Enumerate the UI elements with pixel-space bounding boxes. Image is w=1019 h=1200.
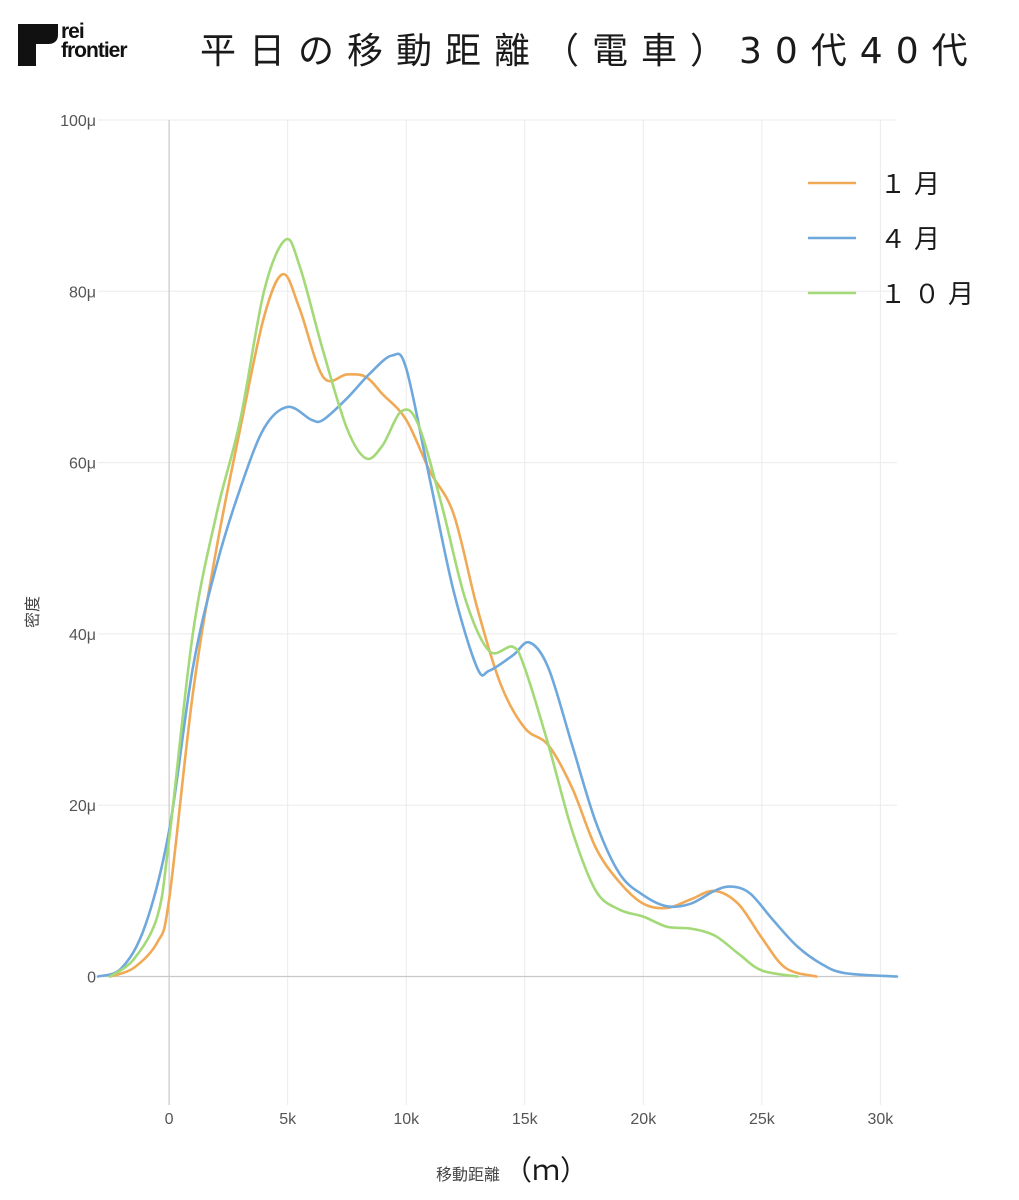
grid-lines (98, 119, 897, 1105)
logo-text: rei frontier (61, 20, 127, 62)
y-tick-label: 0 (87, 970, 96, 987)
x-axis-label: 移動距離 （ｍ） (436, 1154, 588, 1187)
legend-label: ４月 (880, 225, 948, 255)
logo-mark-icon (18, 24, 58, 66)
y-tick-label: 40μ (69, 627, 96, 644)
axes (98, 120, 897, 1105)
series-line-2 (108, 237, 799, 978)
x-tick-label: 20k (630, 1111, 657, 1128)
legend-item: １月 (808, 170, 948, 200)
series-line-1 (96, 352, 899, 978)
legend-item: １０月 (808, 280, 982, 310)
tick-labels: 0 5k 10k 15k 20k 25k 30k 0 20μ 40μ 60μ 80μ 100μ (60, 113, 894, 1128)
y-tick-label: 100μ (60, 113, 96, 130)
series-lines (96, 237, 899, 978)
legend-item: ４月 (808, 225, 948, 255)
logo-text-line2: frontier (61, 39, 127, 62)
y-tick-label: 60μ (69, 456, 96, 473)
legend-label: １０月 (880, 280, 982, 310)
x-tick-label: 30k (868, 1111, 895, 1128)
y-tick-label: 80μ (69, 284, 96, 301)
x-axis-label-text: 移動距離 (436, 1165, 500, 1184)
y-axis-label: 密度 (23, 596, 42, 628)
company-logo: rei frontier (18, 20, 148, 68)
y-tick-label: 20μ (69, 798, 96, 815)
legend-label: １月 (880, 170, 948, 200)
chart-title: 平日の移動距離（電車）30代40代 (200, 31, 981, 72)
logo-text-line1: rei (61, 20, 85, 43)
x-axis-label-unit: （ｍ） (504, 1154, 588, 1187)
x-tick-label: 0 (165, 1111, 174, 1128)
x-tick-label: 15k (512, 1111, 539, 1128)
x-tick-label: 5k (279, 1111, 297, 1128)
legend: １月 ４月 １０月 (808, 170, 982, 310)
x-tick-label: 25k (749, 1111, 776, 1128)
x-tick-label: 10k (393, 1111, 420, 1128)
